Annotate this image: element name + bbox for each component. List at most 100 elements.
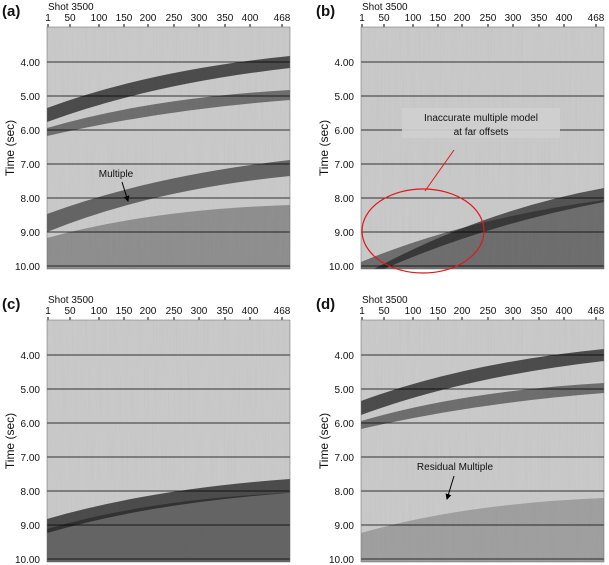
y-tick-label: 10.00 [329, 555, 354, 565]
reflection-band [47, 90, 290, 136]
y-axis-label: Time (sec) [3, 413, 17, 469]
x-tick-label: 300 [191, 13, 208, 24]
x-tick-label: 250 [166, 13, 183, 24]
shot-label: Shot 3500 [362, 2, 408, 13]
shot-label: Shot 3500 [362, 295, 408, 306]
x-tick-label: 100 [91, 306, 108, 317]
y-tick-label: 10.00 [15, 262, 40, 273]
reflection-band [47, 205, 290, 269]
x-tick-label: 150 [430, 306, 447, 317]
x-tick-label: 1 [359, 306, 365, 317]
y-tick-label: 4.00 [21, 58, 41, 69]
x-tick-label: 100 [405, 13, 422, 24]
x-tick-label: 468 [274, 306, 291, 317]
x-tick-label: 468 [588, 13, 605, 24]
x-tick-label: 150 [116, 306, 133, 317]
x-tick-label: 400 [242, 306, 259, 317]
y-tick-label: 4.00 [335, 351, 355, 362]
y-tick-label: 4.00 [21, 351, 41, 362]
x-tick-label: 350 [217, 306, 234, 317]
x-tick-label: 300 [505, 306, 522, 317]
reflection-band [47, 160, 290, 232]
annotation-line [424, 149, 455, 192]
x-tick-label: 1 [45, 13, 51, 24]
x-tick-label: 100 [91, 13, 108, 24]
x-tick-label: 50 [378, 13, 390, 24]
y-tick-label: 10.00 [329, 262, 354, 273]
annotation: Inaccurate multiple model [424, 113, 538, 124]
x-tick-label: 400 [556, 306, 573, 317]
reflection-band [47, 56, 290, 122]
y-tick-label: 6.00 [21, 126, 41, 137]
y-tick-label: 5.00 [335, 92, 355, 103]
reflection-band [361, 498, 604, 562]
y-tick-label: 7.00 [21, 453, 41, 464]
plot-frame [46, 26, 291, 270]
annotation-arrow [121, 181, 130, 202]
x-tick-label: 400 [556, 13, 573, 24]
x-tick-label: 468 [274, 13, 291, 24]
y-tick-label: 7.00 [21, 160, 41, 171]
x-tick-label: 300 [505, 13, 522, 24]
annotation: Multiple [99, 169, 134, 180]
x-tick-label: 200 [140, 306, 157, 317]
x-tick-label: 468 [588, 306, 605, 317]
x-tick-label: 150 [116, 13, 133, 24]
x-tick-label: 1 [45, 306, 51, 317]
plot-frame [360, 319, 605, 563]
reflection-band [361, 383, 604, 429]
annotation-box [402, 108, 560, 138]
x-tick-label: 1 [359, 13, 365, 24]
x-tick-label: 250 [480, 306, 497, 317]
x-tick-label: 250 [480, 13, 497, 24]
x-tick-label: 50 [64, 306, 76, 317]
x-tick-label: 250 [166, 306, 183, 317]
x-tick-label: 200 [140, 13, 157, 24]
x-tick-label: 100 [405, 306, 422, 317]
annotation: at far offsets [454, 127, 509, 138]
reflection-band [361, 200, 604, 269]
y-tick-label: 5.00 [21, 385, 41, 396]
panel-label: (c) [2, 296, 20, 313]
y-tick-label: 6.00 [335, 419, 355, 430]
x-tick-label: 200 [454, 306, 471, 317]
reflection-band [47, 493, 290, 562]
y-tick-label: 9.00 [335, 228, 355, 239]
y-tick-label: 6.00 [335, 126, 355, 137]
x-tick-label: 50 [64, 13, 76, 24]
shot-label: Shot 3500 [48, 295, 94, 306]
x-tick-label: 350 [531, 306, 548, 317]
annotation: Residual Multiple [417, 462, 494, 473]
annotation-arrow [445, 475, 455, 500]
x-tick-label: 50 [378, 306, 390, 317]
y-tick-label: 7.00 [335, 453, 355, 464]
y-tick-label: 8.00 [335, 487, 355, 498]
x-tick-label: 400 [242, 13, 259, 24]
plot-frame [46, 319, 291, 563]
panel-label: (d) [316, 296, 335, 313]
shot-label: Shot 3500 [48, 2, 94, 13]
y-tick-label: 5.00 [21, 92, 41, 103]
y-tick-label: 10.00 [15, 555, 40, 565]
plot-frame [360, 26, 605, 270]
panel-label: (b) [316, 3, 335, 20]
y-tick-label: 8.00 [21, 487, 41, 498]
x-tick-label: 150 [430, 13, 447, 24]
y-axis-label: Time (sec) [317, 413, 331, 469]
y-tick-label: 5.00 [335, 385, 355, 396]
x-tick-label: 350 [217, 13, 234, 24]
x-tick-label: 200 [454, 13, 471, 24]
x-tick-label: 300 [191, 306, 208, 317]
y-tick-label: 4.00 [335, 58, 355, 69]
x-tick-label: 350 [531, 13, 548, 24]
panel-label: (a) [2, 3, 20, 20]
y-tick-label: 8.00 [21, 194, 41, 205]
y-tick-label: 9.00 [335, 521, 355, 532]
y-tick-label: 7.00 [335, 160, 355, 171]
y-tick-label: 9.00 [21, 521, 41, 532]
